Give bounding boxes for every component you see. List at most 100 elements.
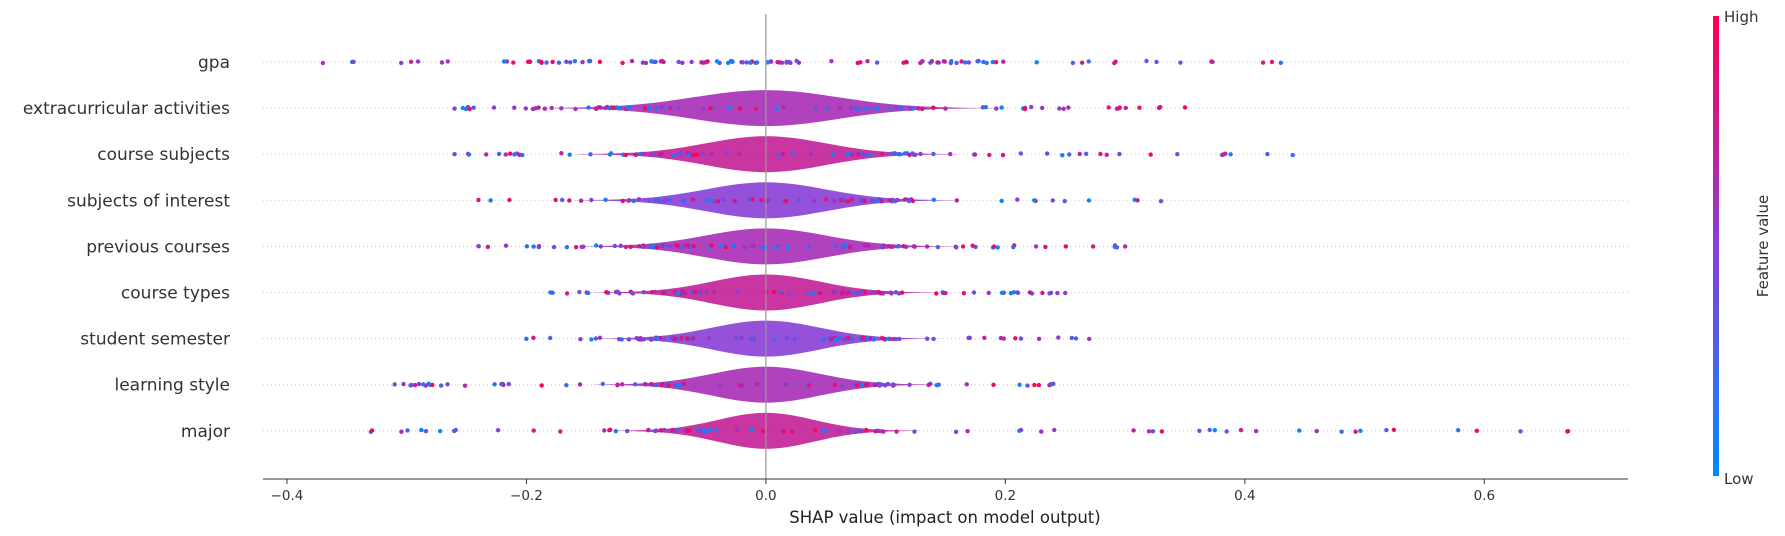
data-point [784,335,789,341]
data-point [1209,59,1214,64]
data-point [661,105,666,110]
data-point [615,382,620,387]
data-point [647,198,652,203]
data-point [846,290,851,295]
data-point [1224,429,1229,434]
data-point [654,245,659,250]
data-point [864,427,869,433]
data-point [695,152,700,157]
data-point [738,106,743,111]
data-point [711,289,717,294]
data-point [991,382,996,387]
data-point [846,429,851,434]
data-point [523,106,528,111]
data-point [705,59,710,64]
data-point [1011,290,1016,295]
data-point [924,244,930,249]
data-point [787,291,792,296]
data-point [430,382,435,388]
data-point [981,59,986,65]
data-point [935,244,941,250]
data-point [1104,152,1109,157]
data-point [667,197,672,203]
data-point [941,59,946,64]
data-point [984,60,989,66]
data-point [1018,427,1024,433]
data-point [503,152,508,157]
data-point [626,337,632,342]
data-point [853,106,858,111]
data-point [1253,428,1259,434]
data-point [1025,383,1030,388]
data-point [840,383,845,388]
data-point [1148,152,1153,157]
data-point [553,197,558,203]
data-point [885,381,891,387]
data-point [594,106,599,112]
data-point [676,152,681,157]
data-point [636,197,642,202]
feature-row: gpa [198,53,1628,73]
data-point [701,106,706,112]
data-point [959,59,964,64]
data-point [926,382,931,388]
data-point [471,105,476,110]
data-point [671,152,676,158]
data-point [1565,429,1570,434]
data-point [1112,60,1117,66]
x-tick-label: −0.2 [510,488,543,504]
colorbar-high-label: High [1724,8,1758,26]
data-point [875,198,880,203]
data-point [539,383,544,388]
data-point [577,382,583,387]
data-point [678,383,683,388]
data-point [783,198,789,204]
data-point [899,106,904,112]
data-point [452,106,457,111]
feature-label: previous courses [86,237,230,257]
data-point [1032,198,1037,203]
data-point [954,198,959,203]
data-point [1339,429,1344,434]
data-point [714,59,720,64]
data-point [572,59,578,64]
data-point [620,60,625,66]
data-point [847,244,852,250]
data-point [1384,427,1389,433]
data-point [910,106,915,111]
x-tick-label: 0.4 [1234,488,1255,504]
data-point [564,291,570,296]
data-point [633,382,638,387]
data-point [713,428,719,433]
data-point [848,106,854,111]
data-point [589,337,594,342]
data-point [484,152,489,157]
data-point [954,245,959,250]
data-point [863,336,868,341]
data-point [888,336,893,342]
data-point [462,383,468,388]
data-point [776,60,782,65]
data-point [405,428,410,433]
data-point [1080,60,1085,65]
data-point [536,244,542,249]
data-point [893,336,899,342]
data-point [1045,151,1050,156]
data-point [628,244,633,249]
data-point [533,106,538,111]
data-point [1070,60,1076,66]
data-point [660,59,665,64]
data-point [863,152,869,158]
data-point [491,105,497,110]
data-point [1278,60,1284,65]
data-point [992,244,997,249]
data-point [1017,382,1022,387]
data-point [895,244,901,249]
data-point [679,335,684,341]
colorbar-low-label: Low [1724,470,1754,488]
data-point [918,151,923,157]
data-point [608,427,613,432]
data-point [943,106,948,111]
data-point [578,198,584,203]
data-point [612,243,618,249]
